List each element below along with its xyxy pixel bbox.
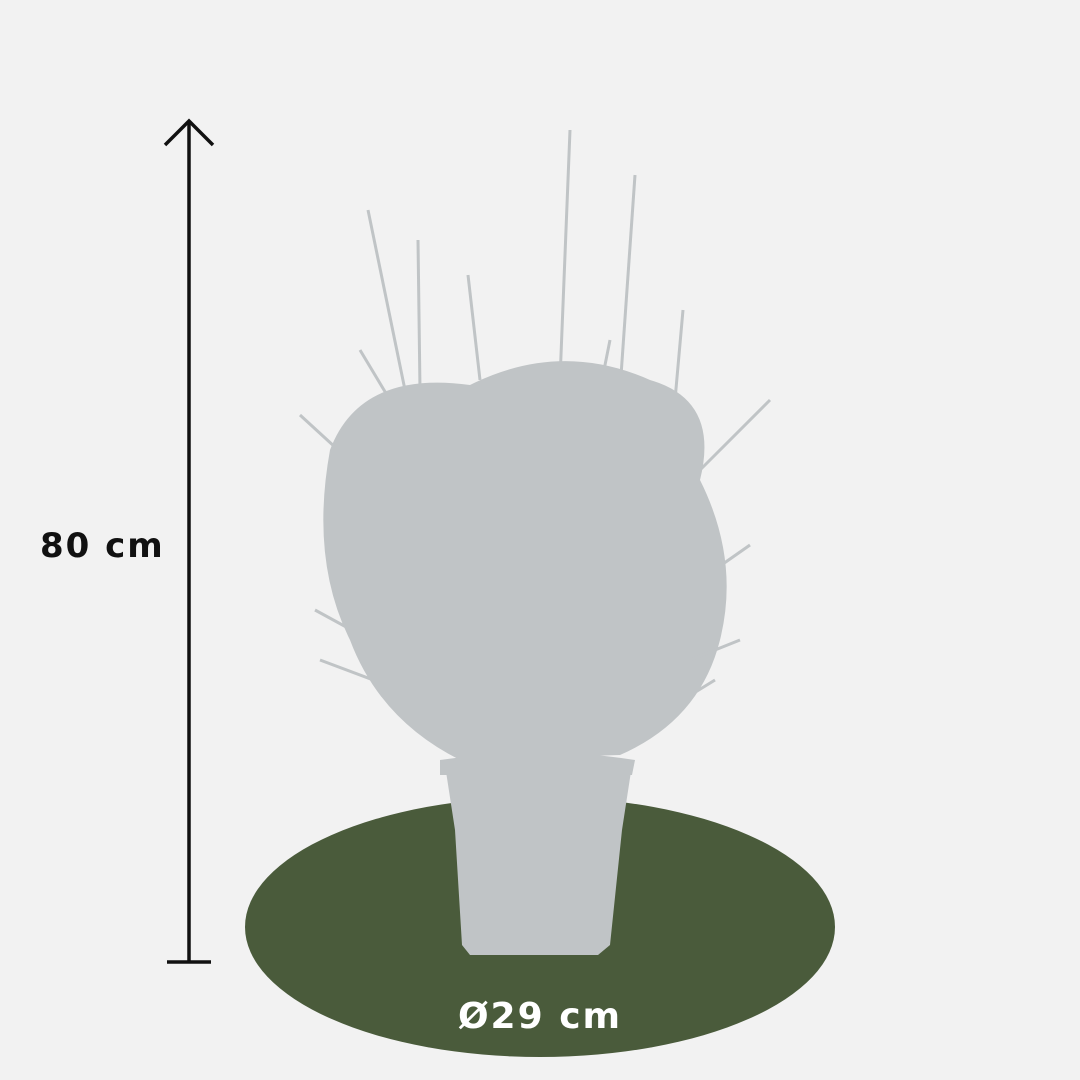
height-arrow [163,118,215,964]
height-label: 80 cm [40,526,165,566]
diameter-label: Ø29 cm [457,996,623,1037]
plant-silhouette [298,129,772,955]
